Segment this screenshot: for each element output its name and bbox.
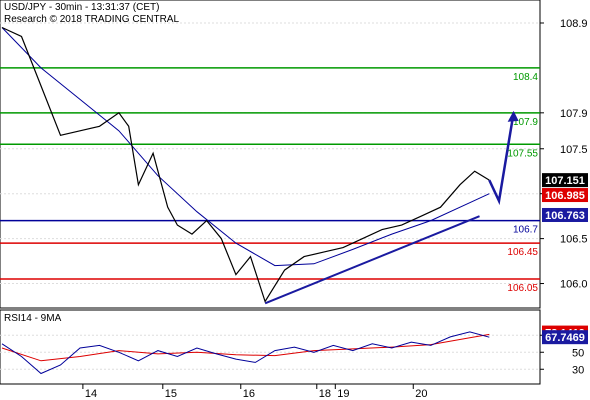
x-axis: 14 15 16 18 19 20 [82,384,428,400]
level-label-106.45: 106.45 [507,247,538,258]
moving-average-line [1,27,490,267]
price-label-text: 106.763 [545,210,585,222]
chart-subtitle: Research © 2018 TRADING CENTRAL [4,14,179,25]
price-line [1,26,490,303]
price-label-box [542,173,588,188]
rsi-plot-frame [0,309,541,385]
x-tick-label: 14 [85,388,97,400]
projection-arrow-head [507,110,519,122]
main-plot-frame [0,0,541,309]
main-y-tick-label: 108.9 [560,18,588,30]
support-resistance-levels: 108.4 107.9 107.55 106.7 106.45 106.05 [0,67,540,294]
rsi-line [1,331,490,375]
rsi-value-labels: 73.141967.7469 [542,325,588,345]
x-tick-label: 16 [243,388,255,400]
trendline [264,215,480,305]
main-y-tick-label: 106.5 [560,234,588,246]
x-tick-label: 19 [337,388,349,400]
chart-title: USD/JPY - 30min - 13:31:37 (CET) [4,2,159,13]
price-label-box [542,207,588,222]
rsi-y-tick-label: 50 [572,347,584,359]
rsi-title: RSI14 - 9MA [4,313,62,324]
main-y-tick-label: 107.9 [560,108,588,120]
price-label-text: 106.985 [545,190,585,202]
price-label-box [542,188,588,203]
rsi-y-tick-label: 30 [572,364,584,376]
rsi-ma-line [1,333,490,362]
main-y-tick-label: 106.0 [560,279,588,291]
main-y-tick-label: 107.5 [560,144,588,156]
level-label-106.7: 106.7 [513,225,538,236]
level-label-107.55: 107.55 [507,148,538,159]
rsi-value-label-text: 67.7469 [545,332,585,344]
level-label-107.9: 107.9 [513,117,538,128]
price-label-text: 107.151 [545,175,585,187]
rsi-grid [0,334,540,370]
projection-arrow-line [488,112,515,206]
x-tick-label: 20 [415,388,427,400]
main-price-labels: 107.151 106.985 106.763 [542,173,588,222]
x-tick-label: 15 [165,388,177,400]
main-series [1,26,519,305]
rsi-value-label-box [542,330,588,345]
x-tick-label: 18 [319,388,331,400]
rsi-series [1,331,490,375]
level-label-106.05: 106.05 [507,283,538,294]
level-label-108.4: 108.4 [513,72,538,83]
